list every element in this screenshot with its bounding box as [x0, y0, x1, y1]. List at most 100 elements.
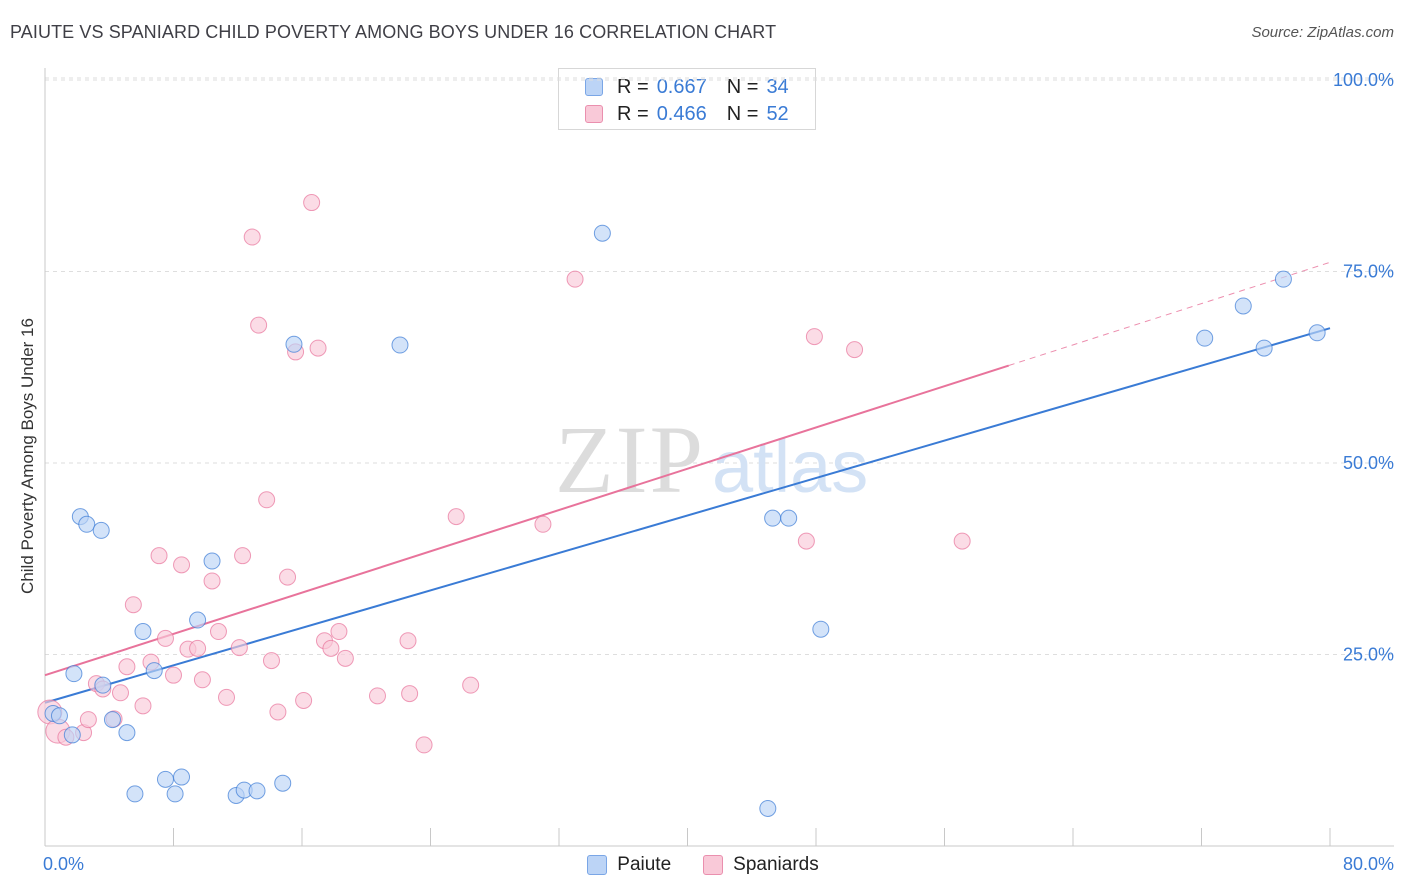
spaniards-point	[173, 556, 191, 574]
paiute-point	[391, 336, 409, 354]
spaniards-point	[262, 652, 280, 670]
spaniards-point	[79, 711, 97, 729]
paiute-point	[1274, 270, 1292, 288]
watermark-zip: ZIP	[555, 406, 705, 513]
paiute-point	[134, 623, 152, 641]
spaniards-point	[124, 596, 142, 614]
spaniards-point	[269, 703, 287, 721]
spaniards-point	[203, 572, 221, 590]
x-tick-label: 80.0%	[1343, 854, 1394, 874]
data-points	[37, 194, 1326, 817]
r-value: 0.667	[656, 75, 707, 98]
legend-item-paiute: Paiute	[587, 854, 671, 876]
r-label: R =	[617, 75, 649, 98]
paiute-point	[593, 224, 611, 242]
y-tick-label: 50.0%	[1343, 453, 1394, 473]
spaniards-point	[368, 687, 386, 705]
paiute-point	[1308, 324, 1326, 342]
spaniards-point	[279, 568, 297, 586]
spaniards-point	[234, 547, 252, 565]
n-value: 52	[766, 102, 789, 125]
paiute-point	[65, 665, 83, 683]
spaniards-point	[218, 688, 236, 706]
paiute-swatch	[585, 78, 603, 96]
paiute-point	[145, 662, 163, 680]
spaniards-point	[805, 328, 823, 346]
spaniards-point	[330, 623, 348, 641]
y-tick-label: 100.0%	[1333, 70, 1394, 90]
paiute-point	[63, 726, 81, 744]
paiute-point	[118, 724, 136, 742]
trend-line-spaniards	[44, 364, 1010, 677]
r-label: R =	[617, 102, 649, 125]
spaniards-point	[193, 671, 211, 689]
spaniards-point	[447, 508, 465, 526]
watermark-atlas: atlas	[712, 425, 868, 508]
n-value: 34	[766, 75, 789, 98]
spaniards-point	[399, 632, 417, 650]
paiute-point	[812, 620, 830, 638]
tick-labels: 25.0% 50.0% 75.0% 100.0% 0.0% 80.0%	[43, 70, 1394, 874]
n-label: N =	[726, 75, 759, 98]
stats-legend-row-paiute: R = 0.667 N = 34	[585, 74, 809, 100]
paiute-legend-swatch	[587, 855, 608, 875]
spaniards-point	[462, 676, 480, 694]
y-tick-label: 25.0%	[1343, 645, 1394, 665]
paiute-point	[780, 509, 798, 527]
paiute-point	[173, 768, 191, 786]
gridlines	[45, 77, 1394, 655]
paiute-point	[759, 799, 777, 817]
paiute-point	[103, 711, 121, 729]
legend-label-paiute: Paiute	[617, 854, 672, 875]
spaniards-point	[209, 623, 227, 641]
stats-legend-row-spaniards: R = 0.466 N = 52	[585, 101, 809, 127]
spaniards-swatch	[585, 105, 603, 123]
chart-title: PAIUTE VS SPANIARD CHILD POVERTY AMONG B…	[10, 22, 777, 42]
legend-item-spaniards: Spaniards	[703, 854, 819, 876]
paiute-point	[1255, 339, 1273, 357]
r-value: 0.466	[656, 102, 707, 125]
spaniards-point	[322, 639, 340, 657]
spaniards-point	[189, 639, 207, 657]
paiute-point	[248, 782, 266, 800]
spaniards-point	[156, 629, 174, 647]
spaniards-point	[953, 532, 971, 550]
spaniards-point	[230, 639, 248, 657]
x-tick-label: 0.0%	[43, 854, 84, 874]
spaniards-point	[258, 491, 276, 509]
paiute-point	[203, 552, 221, 570]
paiute-point	[92, 521, 110, 539]
watermark: ZIP atlas	[555, 406, 868, 513]
spaniards-point	[243, 228, 261, 246]
paiute-point	[126, 785, 144, 803]
spaniards-point	[566, 270, 584, 288]
spaniards-point	[165, 666, 182, 684]
trend-line-extension-spaniards	[1008, 261, 1331, 367]
spaniards-point	[534, 515, 552, 533]
spaniards-point	[250, 316, 268, 334]
spaniards-point	[150, 547, 168, 565]
paiute-point	[1234, 297, 1252, 315]
spaniards-point	[336, 649, 354, 667]
y-tick-label: 75.0%	[1343, 262, 1394, 282]
spaniards-point	[309, 339, 327, 357]
legend-label-spaniards: Spaniards	[733, 854, 819, 875]
paiute-point	[94, 676, 112, 694]
paiute-point	[50, 707, 68, 725]
paiute-point	[166, 785, 184, 803]
paiute-point	[764, 509, 782, 527]
n-label: N =	[726, 102, 759, 125]
spaniards-point	[401, 685, 419, 703]
paiute-point	[274, 774, 292, 792]
spaniards-point	[134, 697, 152, 715]
spaniards-point	[118, 658, 136, 676]
paiute-point	[189, 611, 207, 629]
spaniards-point	[415, 736, 433, 754]
trend-lines	[44, 261, 1331, 704]
trend-line-paiute	[44, 327, 1331, 704]
paiute-point	[156, 770, 174, 788]
source-label: Source: ZipAtlas.com	[1251, 24, 1394, 41]
spaniards-point	[797, 532, 815, 550]
series-legend: Paiute Spaniards	[0, 852, 1406, 878]
